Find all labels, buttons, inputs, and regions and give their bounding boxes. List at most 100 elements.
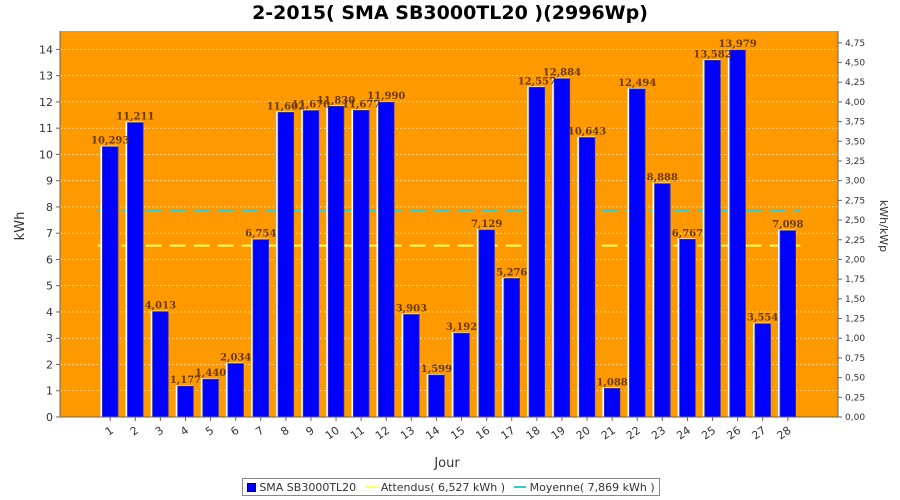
y-tick-label: 5 (46, 280, 53, 293)
x-tick-label: 16 (473, 424, 492, 443)
bar (729, 49, 746, 418)
bar (779, 230, 796, 418)
y-tick-label: 9 (46, 175, 53, 188)
data-label: 7,129 (471, 219, 502, 230)
y2-tick-label: 1,00 (845, 334, 865, 344)
x-tick-label: 10 (323, 424, 342, 443)
legend-swatch-average (513, 486, 526, 488)
y2-tick-label: 1,75 (845, 275, 865, 285)
legend-label-average: Moyenne( 7,869 kWh ) (529, 480, 655, 494)
data-label: 11,830 (317, 95, 355, 106)
legend: SMA SB3000TL20 Attendus( 6,527 kWh ) Moy… (242, 478, 660, 496)
x-tick-label: 18 (524, 424, 543, 443)
y-tick-label: 1 (46, 385, 53, 398)
bar (679, 238, 696, 418)
data-label: 4,013 (145, 301, 176, 312)
x-tick-label: 5 (203, 424, 216, 439)
legend-swatch-production (247, 482, 257, 492)
bar (403, 314, 420, 418)
bar (127, 122, 144, 418)
bar (528, 86, 546, 418)
y2-tick-label: 4,75 (845, 39, 865, 49)
x-tick-label: 15 (448, 424, 467, 443)
y2-tick-label: 3,00 (845, 177, 865, 187)
bar (603, 388, 621, 418)
y2-tick-label: 3,75 (845, 118, 865, 128)
data-label: 1,440 (195, 368, 226, 379)
data-label: 12,494 (618, 78, 656, 89)
data-label: 1,599 (421, 364, 452, 375)
x-tick-label: 14 (423, 424, 442, 443)
y-tick-label: 4 (46, 306, 53, 319)
y-tick-label: 11 (39, 122, 53, 135)
bar (327, 105, 345, 418)
x-tick-label: 21 (599, 424, 618, 443)
y-axis-label: kWh (13, 212, 28, 241)
bar (428, 374, 445, 418)
y2-tick-label: 3,50 (845, 137, 865, 147)
data-label: 12,557 (518, 76, 556, 87)
x-tick-label: 19 (549, 424, 568, 443)
bar (277, 111, 295, 418)
x-tick-label: 24 (674, 424, 693, 443)
y2-tick-label: 0,75 (845, 354, 865, 364)
data-label: 6,754 (245, 229, 276, 240)
y-tick-label: 2 (46, 358, 53, 371)
y-tick-label: 0 (46, 411, 53, 424)
y-tick-label: 3 (46, 332, 53, 345)
data-label: 13,582 (693, 49, 731, 60)
x-tick-label: 27 (750, 424, 769, 443)
bar (754, 323, 771, 418)
legend-item-production: SMA SB3000TL20 (247, 481, 356, 494)
legend-item-average: Moyenne( 7,869 kWh ) (513, 480, 655, 494)
bar (252, 239, 269, 418)
bar (102, 146, 119, 418)
y-tick-label: 14 (39, 43, 53, 56)
bar (629, 88, 646, 418)
data-label: 11,602 (267, 101, 305, 112)
bar (152, 311, 169, 418)
data-label: 6,767 (672, 228, 703, 239)
y2-axis-label: kWh/kWp (877, 200, 890, 252)
x-tick-label: 17 (499, 424, 518, 443)
data-label: 7,098 (772, 220, 803, 231)
legend-swatch-expected (364, 486, 377, 488)
data-label: 3,554 (747, 313, 778, 324)
x-tick-label: 13 (398, 424, 417, 443)
y2-tick-label: 2,75 (845, 196, 865, 206)
y-tick-label: 13 (39, 70, 53, 83)
y2-tick-label: 4,25 (845, 78, 865, 88)
y-tick-label: 7 (46, 227, 53, 240)
x-tick-label: 20 (574, 424, 593, 443)
x-tick-label: 4 (178, 424, 191, 439)
data-label: 11,990 (367, 91, 405, 102)
bar (202, 378, 219, 418)
x-tick-label: 2 (128, 424, 141, 439)
bar (177, 385, 194, 418)
data-label: 10,643 (568, 127, 606, 138)
x-tick-label: 25 (699, 424, 718, 443)
bar (302, 110, 320, 418)
x-tick-label: 6 (228, 424, 241, 439)
data-label: 10,293 (91, 136, 129, 147)
y2-tick-label: 1,50 (845, 295, 865, 305)
data-label: 2,034 (220, 353, 251, 364)
y2-tick-label: 2,25 (845, 236, 865, 246)
data-label: 11,677 (342, 99, 380, 110)
data-label: 8,888 (647, 173, 678, 184)
y2-tick-label: 4,00 (845, 98, 865, 108)
data-label: 3,903 (396, 304, 427, 315)
y2-tick-label: 3,25 (845, 157, 865, 167)
y-tick-label: 10 (39, 148, 53, 161)
x-tick-label: 11 (348, 424, 367, 443)
data-label: 11,670 (292, 100, 330, 111)
bar (478, 229, 495, 418)
bar (378, 101, 395, 418)
x-tick-label: 9 (303, 424, 316, 439)
x-tick-label: 12 (373, 424, 392, 443)
data-label: 11,211 (116, 112, 154, 123)
x-tick-label: 7 (253, 424, 266, 439)
bar (227, 363, 244, 418)
data-label: 3,192 (446, 322, 477, 333)
legend-label-production: SMA SB3000TL20 (259, 480, 357, 494)
